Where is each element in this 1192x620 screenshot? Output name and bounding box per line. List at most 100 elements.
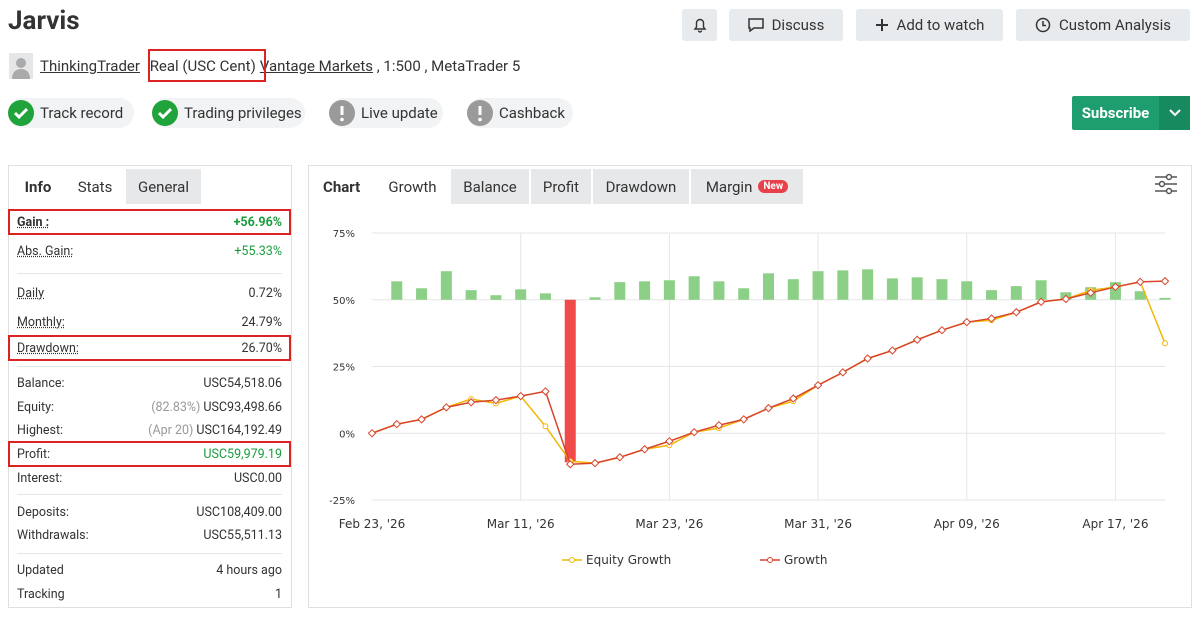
point <box>417 415 426 424</box>
stat-row: Highest: (Apr 20) USC164,192.49 <box>17 420 282 440</box>
bell-icon <box>693 18 706 33</box>
dropdown[interactable] <box>1159 96 1190 130</box>
bar <box>639 281 651 300</box>
stat-label: Deposits: <box>17 504 70 520</box>
point <box>1061 294 1071 304</box>
button-label: Discuss <box>771 16 825 34</box>
tab-label: Profit <box>542 177 580 196</box>
stat-row: Tracking 1 <box>17 584 282 604</box>
x-tick-label: Feb 23, '26 <box>339 517 406 531</box>
warning-icon <box>329 100 355 126</box>
bar <box>515 289 527 300</box>
stat-value-wrap: (Apr 20) USC164,192.49 <box>148 423 282 438</box>
bar <box>539 293 551 300</box>
point <box>863 354 872 363</box>
chart-tab[interactable]: Margin New <box>691 169 803 204</box>
bar <box>614 282 626 300</box>
settings-icon[interactable] <box>1154 173 1178 195</box>
chat-icon <box>747 18 764 32</box>
highlight-box <box>8 335 291 361</box>
point <box>640 445 649 454</box>
warning-icon <box>467 100 493 126</box>
badge-label: Cashback <box>499 104 565 122</box>
stat-value-wrap: 1 <box>275 587 282 602</box>
legend-label: Equity Growth <box>586 553 671 567</box>
info-tab[interactable]: General <box>126 169 201 204</box>
stat-label: Drawdown: <box>17 340 79 356</box>
bar <box>986 290 998 300</box>
watch-button[interactable]: Add to watch <box>856 9 1003 41</box>
info-tab[interactable]: Info <box>12 169 64 204</box>
chart-tab[interactable]: Drawdown <box>593 169 689 204</box>
legend-marker <box>569 557 575 563</box>
discuss-button[interactable]: Discuss <box>729 9 843 41</box>
stat-label: Daily <box>17 285 44 301</box>
badge: Live update <box>329 98 443 128</box>
chart-tab[interactable]: Growth <box>376 169 449 204</box>
point <box>1086 288 1095 298</box>
stat-value: USC164,192.49 <box>196 422 282 438</box>
point <box>542 423 549 430</box>
stat-value-wrap: 0.72% <box>248 286 282 301</box>
point <box>739 415 748 424</box>
badge: Trading privileges <box>152 98 305 128</box>
account-details: , 1:500 , MetaTrader 5 <box>376 57 521 75</box>
stat-value-wrap: +55.33% <box>234 244 282 259</box>
point <box>665 437 674 446</box>
point <box>912 335 922 345</box>
y-tick-label: -25% <box>329 496 355 507</box>
tab-label: Growth <box>388 177 437 196</box>
button-label: Add to watch <box>896 16 985 34</box>
stat-value: USC59,979.19 <box>203 446 282 462</box>
stat-row: Gain : +56.96% <box>17 212 282 232</box>
point <box>813 380 823 390</box>
analysis-button[interactable]: Custom Analysis <box>1016 9 1190 41</box>
stat-value: USC0.00 <box>233 470 282 486</box>
point <box>689 427 699 437</box>
stat-row: Abs. Gain: +55.33% <box>17 241 282 261</box>
clock-icon <box>1035 17 1051 33</box>
x-tick-label: Mar 31, '26 <box>784 517 852 531</box>
stat-note: (Apr 20) <box>148 422 194 438</box>
stat-value-wrap: 26.70% <box>241 341 282 356</box>
chart-tab[interactable]: Balance <box>451 169 529 204</box>
stat-label: Updated <box>17 562 64 578</box>
stat-row: Balance: USC54,518.06 <box>17 373 282 393</box>
point <box>516 391 525 401</box>
highlight-box <box>8 209 291 235</box>
broker-link[interactable]: Vantage Markets <box>259 57 374 75</box>
button-label: Custom Analysis <box>1058 16 1172 34</box>
series-line <box>371 281 1166 464</box>
author-link[interactable]: ThinkingTrader <box>40 57 140 75</box>
x-tick-label: Mar 23, '26 <box>635 517 703 531</box>
stat-row: Deposits: USC108,409.00 <box>17 502 282 522</box>
bar <box>763 273 774 300</box>
subscribe-label: Subscribe <box>1081 104 1150 122</box>
badge: Track record <box>8 98 134 128</box>
badge: Cashback <box>467 98 573 128</box>
info-panel <box>8 165 292 608</box>
info-tab[interactable]: Stats <box>64 169 126 204</box>
bar <box>416 288 428 300</box>
point <box>1012 308 1021 317</box>
chart-tab[interactable]: Profit <box>531 169 591 204</box>
avatar <box>9 53 33 79</box>
legend-marker <box>767 557 773 563</box>
stat-value: USC55,511.13 <box>203 527 282 543</box>
point <box>541 387 550 396</box>
highlight-box <box>148 49 266 82</box>
bell-button[interactable] <box>682 9 717 41</box>
chevron <box>1168 109 1181 117</box>
bar <box>490 295 502 300</box>
point <box>1160 276 1170 286</box>
stat-row: Withdrawals: USC55,511.13 <box>17 525 282 545</box>
y-tick-label: 50% <box>333 296 355 307</box>
stat-value: +55.33% <box>234 243 282 259</box>
y-tick-label: 75% <box>333 229 355 240</box>
point <box>937 325 947 335</box>
tab-label: Margin <box>705 177 753 196</box>
point <box>392 419 402 429</box>
stat-value: 4 hours ago <box>216 562 282 578</box>
subscribe-button[interactable]: Subscribe <box>1072 96 1190 130</box>
